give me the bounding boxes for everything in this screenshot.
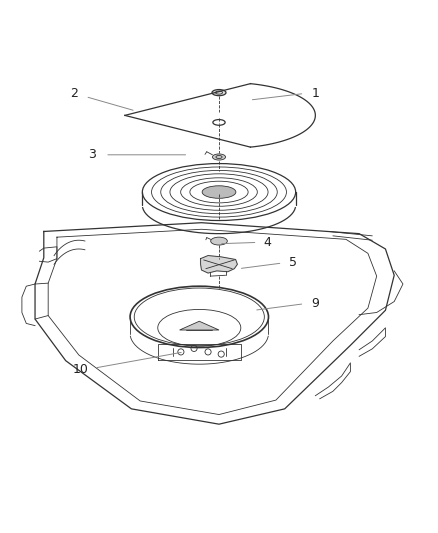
Ellipse shape [212, 154, 226, 160]
Text: 1: 1 [311, 87, 319, 100]
Ellipse shape [202, 186, 236, 198]
Text: 2: 2 [71, 87, 78, 100]
Polygon shape [201, 255, 237, 273]
Polygon shape [180, 321, 219, 330]
Text: 10: 10 [73, 363, 89, 376]
Text: 9: 9 [311, 297, 319, 310]
Text: 4: 4 [263, 236, 271, 249]
Text: 5: 5 [290, 256, 297, 270]
Ellipse shape [211, 237, 227, 245]
Text: 3: 3 [88, 148, 96, 161]
Ellipse shape [212, 90, 226, 96]
